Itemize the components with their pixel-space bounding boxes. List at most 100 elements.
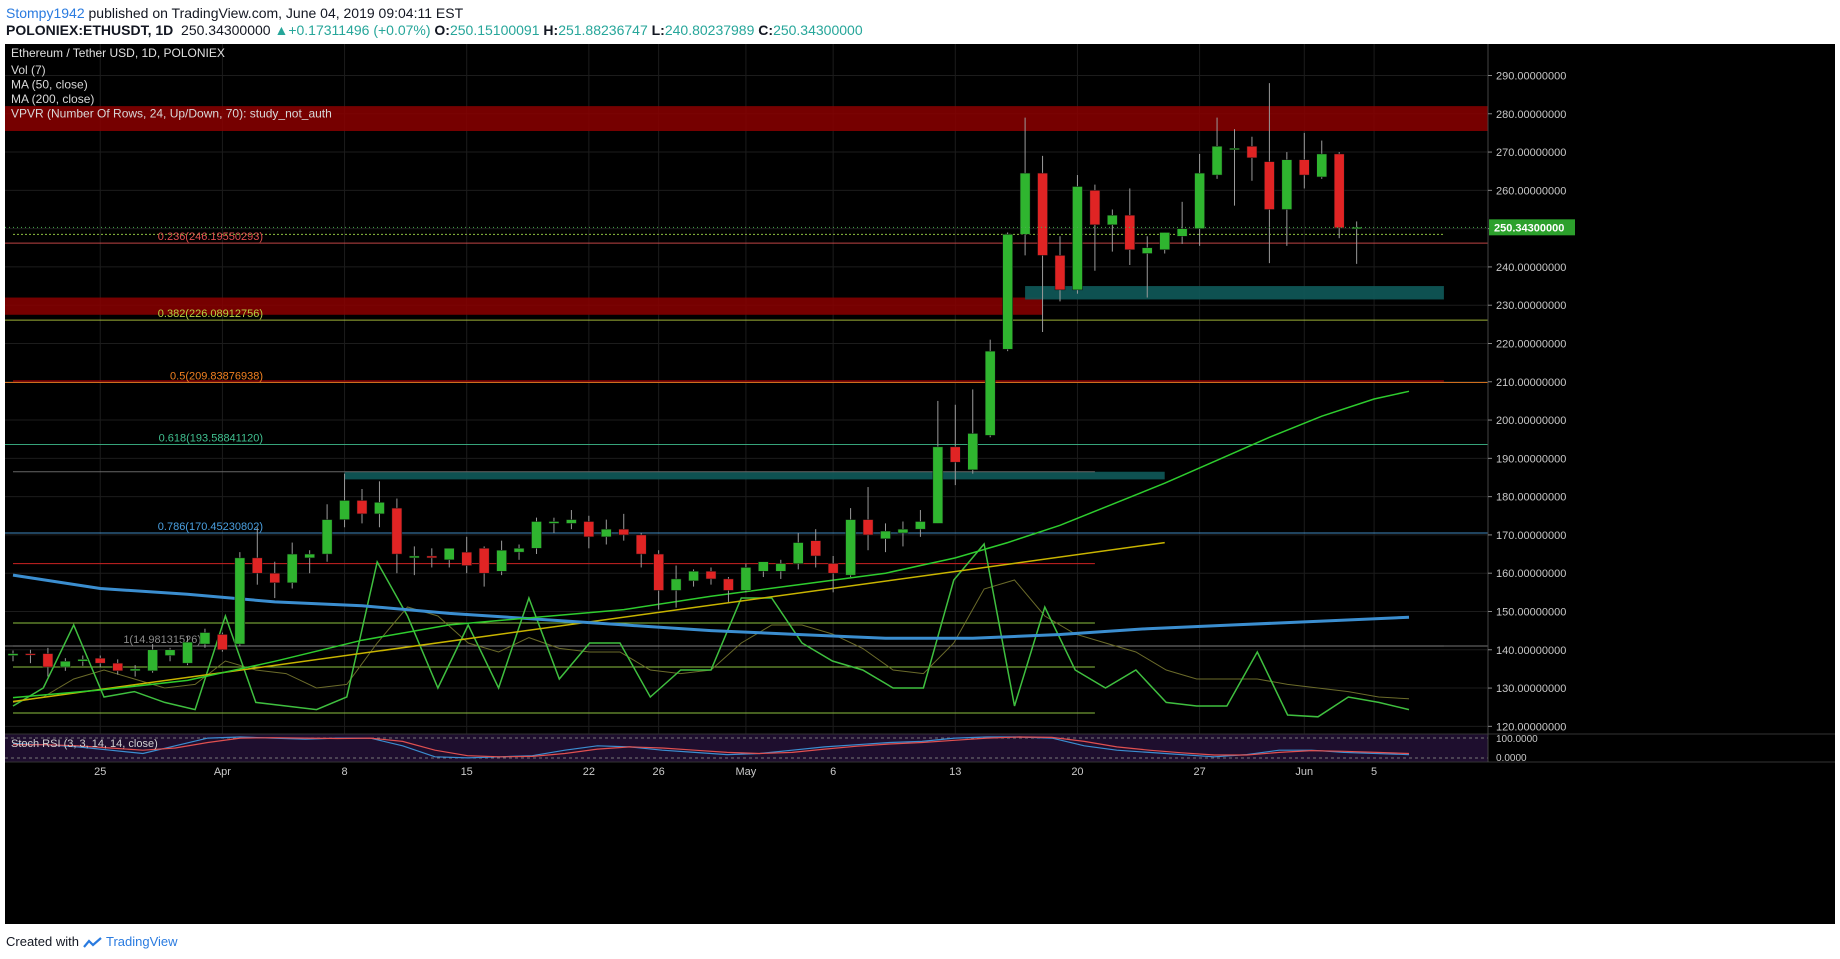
price-tick-label: 120.00000000 (1496, 721, 1566, 733)
candle-body (182, 641, 193, 664)
candle-body (356, 500, 368, 515)
candle-body (1142, 247, 1153, 254)
low-label: L: (651, 22, 665, 38)
candle-body (984, 350, 996, 436)
candle-body (1211, 146, 1223, 176)
candle-body (1072, 186, 1083, 291)
candle-body (478, 548, 490, 574)
candle-body (618, 528, 629, 536)
price-tick-label: 210.00000000 (1496, 377, 1566, 389)
candle-body (1054, 255, 1066, 291)
candle-body (915, 521, 926, 530)
candle-body (548, 521, 560, 524)
created-with-text: Created with (6, 934, 79, 949)
time-tick-label: 6 (830, 766, 836, 778)
red-zone (5, 297, 1043, 315)
candle-body (129, 668, 141, 672)
candle-body (1264, 161, 1275, 210)
time-tick-label: 13 (949, 766, 961, 778)
close-value: 250.34300000 (773, 22, 863, 38)
candle-body (1019, 172, 1031, 235)
price-tick-label: 240.00000000 (1496, 262, 1566, 274)
time-tick-label: 25 (94, 766, 106, 778)
ma50-line (12, 390, 1410, 699)
candle-body (880, 530, 891, 539)
candle-body (1089, 190, 1101, 226)
candle-body (1002, 234, 1013, 350)
candle-body (496, 549, 507, 572)
price-chart[interactable]: 0.236(246.19550293) 0.382(226.08912756) 0.… (5, 44, 1835, 924)
stoch-tick-label: 0.0000 (1496, 753, 1527, 764)
candle-body (531, 521, 542, 549)
red-zone (5, 106, 1488, 131)
price-tick-label: 220.00000000 (1496, 338, 1566, 350)
candle-body (164, 649, 176, 656)
price-tick-label: 140.00000000 (1496, 645, 1566, 657)
candle-body (1159, 232, 1170, 250)
close-label: C: (758, 22, 774, 38)
candle-body (862, 519, 874, 536)
time-tick-label: 20 (1071, 766, 1083, 778)
candle-body (950, 446, 961, 463)
tradingview-link[interactable]: TradingView (106, 934, 178, 949)
candle-body (688, 571, 699, 582)
author-link[interactable]: Stompy1942 (6, 5, 85, 21)
stoch-d-line (13, 736, 1410, 758)
fib-level-label: 0.618(193.58841120) (159, 433, 263, 445)
candle-body (217, 634, 228, 651)
high-label: H: (543, 22, 559, 38)
candle-body (1107, 214, 1118, 226)
teal-zone (344, 471, 1165, 480)
fib-level-label: 1(14.98131526) (123, 634, 201, 646)
publish-line: Stompy1942 published on TradingView.com,… (6, 5, 463, 21)
last-price: 250.34300000 (181, 22, 271, 38)
candle-body (1316, 153, 1327, 178)
candle-body (601, 528, 612, 538)
candle-body (444, 548, 455, 561)
legend-entry: MA (50, close) (11, 78, 88, 92)
price-tick-label: 130.00000000 (1496, 683, 1566, 695)
candle-body (635, 534, 647, 555)
candle-body (1037, 172, 1048, 256)
time-tick-label: Jun (1295, 766, 1313, 778)
candle-body (461, 551, 472, 566)
price-tick-label: 200.00000000 (1496, 415, 1566, 427)
last-price-badge-label: 250.34300000 (1494, 222, 1564, 234)
candle-body (758, 561, 769, 572)
chart-title: Ethereum / Tether USD, 1D, POLONIEX (11, 46, 225, 60)
chart-area[interactable]: 0.236(246.19550293) 0.382(226.08912756) 0.… (5, 44, 1835, 924)
candle-body (740, 567, 752, 591)
candle-body (1194, 172, 1205, 229)
legend-entry: MA (200, close) (11, 92, 94, 106)
candle-body (147, 649, 158, 672)
candle-body (339, 500, 350, 520)
price-tick-label: 260.00000000 (1496, 185, 1566, 197)
candle-body (199, 632, 211, 645)
candle-body (1246, 146, 1258, 159)
candle-body (42, 653, 54, 668)
last-price-badge (1489, 219, 1575, 236)
time-tick-label: May (736, 766, 757, 778)
price-tick-label: 160.00000000 (1496, 568, 1566, 580)
candle-body (810, 540, 821, 557)
candle-body (1229, 147, 1240, 150)
candle-body (1281, 159, 1293, 210)
candle-body (426, 555, 438, 559)
fib-level-label: 0.236(246.19550293) (158, 231, 263, 243)
candle-body (845, 519, 856, 576)
candle-body (321, 519, 333, 555)
candle-body (897, 528, 909, 534)
stoch-k-line (12, 736, 1410, 759)
fib-level-label: 0.786(170.45230802) (158, 521, 263, 533)
candle-body (1351, 227, 1362, 230)
publish-text: published on TradingView.com, June 04, 2… (88, 5, 464, 21)
candle-body (374, 502, 385, 515)
candle-body (1299, 159, 1310, 176)
candle-body (95, 657, 106, 664)
candle-body (653, 553, 664, 591)
candle-body (793, 542, 804, 564)
tradingview-logo-icon (82, 936, 103, 949)
stoch-rsi-label: Stoch RSI (3, 3, 14, 14, close) (11, 738, 158, 750)
candle-body (60, 661, 71, 668)
candle-body (513, 548, 525, 553)
